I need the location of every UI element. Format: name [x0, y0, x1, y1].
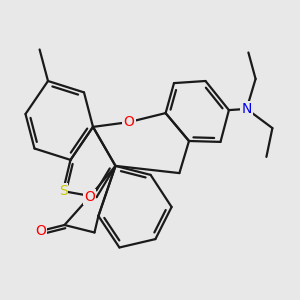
- Text: O: O: [84, 190, 95, 204]
- Text: O: O: [35, 224, 46, 238]
- Text: O: O: [124, 115, 134, 129]
- Text: N: N: [242, 102, 252, 116]
- Text: S: S: [58, 184, 68, 198]
